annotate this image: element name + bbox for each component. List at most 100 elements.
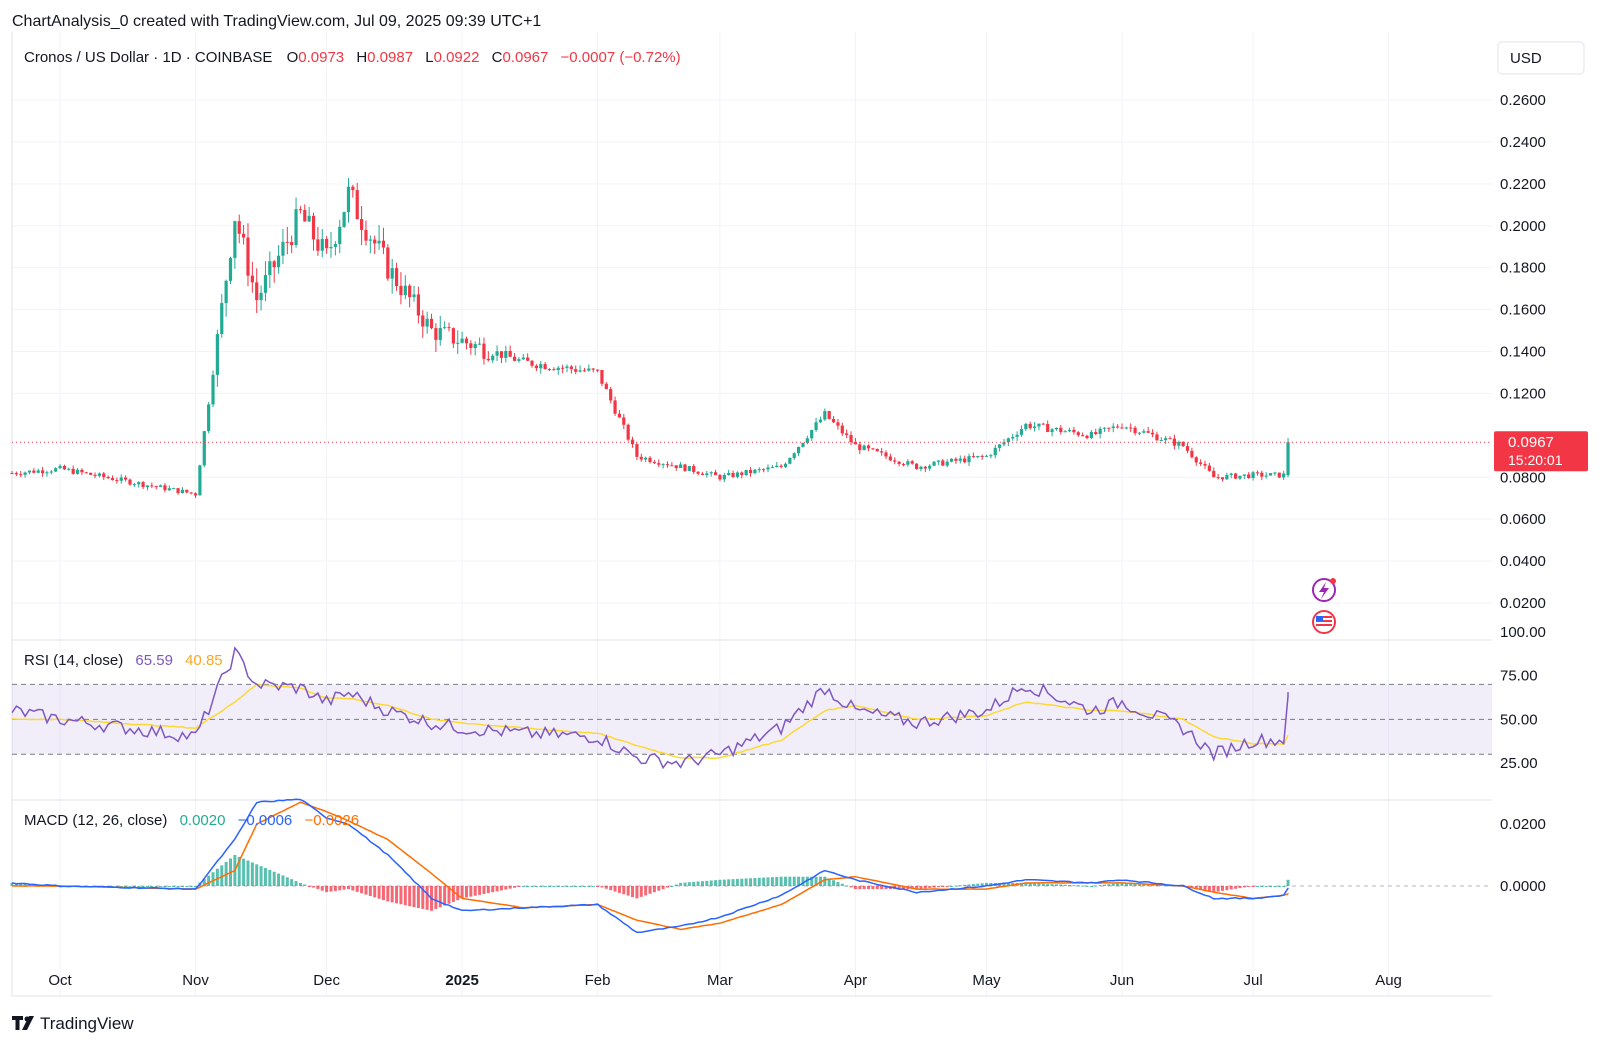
macd-hist-bar [775, 876, 779, 886]
candle-body [582, 370, 587, 372]
macd-hist-bar [425, 886, 429, 910]
candle-body [984, 455, 989, 457]
candle-body [215, 334, 219, 375]
macd-hist-bar [246, 860, 250, 886]
macd-hist-bar [23, 883, 27, 886]
candle [670, 462, 674, 467]
macd-axis-label: 0.0000 [1500, 878, 1546, 895]
candle [1181, 441, 1185, 448]
candle-body [831, 419, 836, 423]
macd-hist-bar [744, 878, 748, 886]
macd-hist-bar [434, 886, 438, 910]
currency-label: USD [1510, 50, 1542, 67]
rsi-axis-label: 50.00 [1500, 711, 1538, 728]
macd-hist-bar [478, 886, 482, 895]
macd-hist-bar [443, 886, 447, 906]
us-flag-event-icon[interactable] [1312, 610, 1336, 634]
macd-hist-bar [1247, 886, 1251, 887]
macd-hist-bar [591, 886, 595, 887]
candle [1146, 427, 1150, 434]
macd-hist-bar [167, 886, 171, 887]
candle-body [403, 285, 407, 296]
candle [1194, 456, 1198, 466]
macd-hist-bar [705, 880, 709, 886]
candle [412, 285, 416, 302]
candle [945, 459, 949, 468]
macd-hist-bar [1063, 884, 1067, 886]
macd-hist-bar [1107, 884, 1111, 886]
candle-body [1081, 435, 1085, 437]
candle-body [1028, 423, 1032, 429]
macd-hist-bar [399, 886, 403, 905]
candle-body [193, 493, 198, 496]
candle [1041, 422, 1045, 425]
open-value: 0.0973 [298, 49, 344, 66]
macd-hist-bar [1216, 886, 1220, 892]
macd-hist-bar [325, 886, 329, 893]
candle-body [836, 422, 840, 426]
candle-body [941, 460, 945, 466]
macd-hist-bar [530, 886, 534, 887]
macd-hist-bar [644, 886, 648, 896]
macd-hist-bar [242, 858, 246, 886]
macd-hist-bar [1212, 886, 1216, 893]
tv-logo-text: TradingView [40, 1014, 134, 1033]
macd-hist-bar [272, 871, 276, 886]
time-axis-label: Jul [1243, 972, 1262, 989]
lightning-event-icon[interactable] [1312, 578, 1336, 602]
candle [62, 464, 67, 470]
time-axis-label: 2025 [445, 972, 478, 989]
candle-body [316, 239, 320, 251]
currency-button[interactable]: USD [1497, 41, 1585, 75]
tradingview-logo[interactable]: TradingView [12, 1014, 134, 1033]
macd-hist-bar [735, 878, 739, 886]
candle-body [329, 246, 333, 249]
price-axis[interactable]: 0.2600 0.2400 0.2200 0.2000 0.1800 0.1600 0.14… [1500, 92, 1546, 612]
candle [989, 454, 993, 459]
candle [124, 475, 128, 482]
macd-hist-bar [1059, 884, 1063, 886]
candle-body [657, 463, 661, 465]
macd-hist-bar [338, 886, 342, 891]
candle [198, 464, 202, 496]
open-label: O [287, 49, 299, 66]
candle [215, 329, 219, 387]
macd-hist-bar [172, 886, 176, 887]
candle [792, 452, 796, 460]
candle-body [180, 489, 185, 494]
macd-hist-bar [622, 886, 626, 895]
candle-body [561, 367, 565, 369]
candle [508, 345, 512, 357]
candle [268, 251, 272, 288]
candle [23, 471, 27, 478]
macd-hist-bar [451, 886, 455, 902]
time-axis[interactable]: Oct Nov Dec 2025 Feb Mar Apr May Jun Jul Aug [48, 972, 1402, 989]
macd-hist-bar [290, 879, 294, 886]
candle [674, 465, 678, 471]
candle-body [810, 430, 814, 439]
candle [797, 446, 801, 457]
price-axis-label: 0.1800 [1500, 260, 1546, 277]
candle [823, 408, 827, 421]
candle [163, 483, 167, 493]
macd-hist-bar [657, 886, 661, 891]
rsi-axis-label: 100.00 [1500, 624, 1546, 641]
candle [316, 226, 320, 256]
candle [429, 313, 434, 330]
candle [93, 472, 97, 479]
price-axis-label: 0.0800 [1500, 469, 1546, 486]
candle-body [202, 431, 206, 466]
candle [779, 464, 783, 469]
candle [1185, 442, 1190, 454]
candle [443, 321, 447, 330]
candle-body [115, 480, 119, 482]
candle [233, 220, 237, 269]
candle [661, 463, 665, 469]
macd-hist-bar [985, 882, 989, 886]
candle-body [600, 370, 604, 384]
candle [582, 367, 587, 372]
candle [963, 455, 967, 464]
last-price-tag: 0.0967 15:20:01 [1494, 431, 1588, 472]
candle-body [517, 359, 521, 361]
